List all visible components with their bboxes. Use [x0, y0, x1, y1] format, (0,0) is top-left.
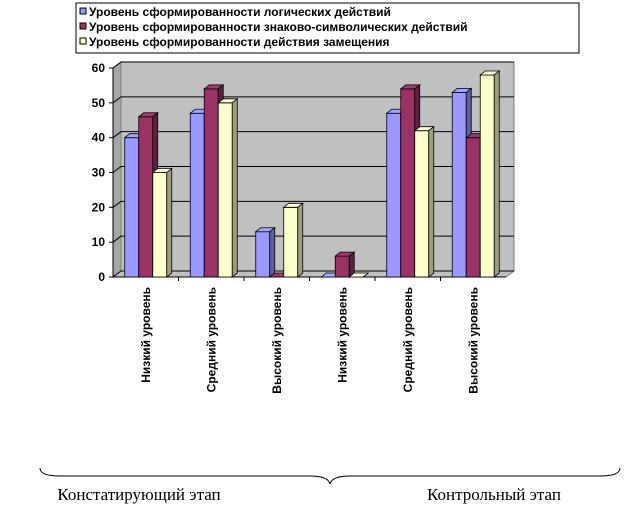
gridline [112, 131, 514, 139]
plot-area: 0 10 20 30 40 50 60 [92, 61, 516, 284]
category-label: Низкий уровень [139, 287, 153, 383]
group-label-1: Констатирующий этап [57, 485, 220, 504]
bar [334, 251, 356, 278]
bar-front [400, 88, 416, 278]
bar-front [479, 74, 495, 278]
category-label: Средний уровень [204, 287, 218, 392]
legend-swatch-2 [79, 22, 87, 30]
bar-front [138, 116, 154, 278]
bar-front [386, 112, 402, 278]
y-tick-label: 10 [92, 235, 106, 249]
gridline [112, 166, 514, 173]
y-tick-label: 50 [92, 96, 106, 110]
bar-front [465, 137, 481, 278]
gridline [112, 61, 514, 69]
legend-box [75, 2, 580, 54]
legend-swatch-1 [79, 7, 87, 15]
y-tick-label: 20 [92, 200, 106, 214]
bar [348, 272, 370, 278]
bar-front [283, 206, 299, 278]
gridline [112, 200, 514, 208]
bar-side [363, 272, 369, 278]
y-tick-label: 30 [92, 166, 106, 180]
category-labels: Низкий уровень Средний уровень Высокий уро… [139, 287, 481, 394]
bar-side [428, 125, 435, 278]
group-labels: Констатирующий этап Контрольный этап [39, 467, 621, 504]
bar [413, 125, 435, 278]
category-label: Высокий уровень [270, 287, 284, 394]
bar-front [189, 112, 205, 278]
group-label-2: Контрольный этап [427, 485, 561, 504]
legend-label-3: Уровень сформированности действия замеще… [89, 35, 390, 49]
bar [479, 70, 501, 278]
bar-front [203, 88, 219, 278]
category-label: Высокий уровень [466, 287, 480, 394]
bar [151, 167, 173, 278]
legend: Уровень сформированности логических дейс… [75, 2, 580, 54]
legend-swatch-3 [79, 37, 87, 45]
bar-front [414, 130, 430, 278]
y-tick-label: 0 [98, 270, 105, 284]
bar-front [334, 255, 350, 278]
y-tick-label: 60 [92, 61, 106, 75]
bar-side [166, 167, 173, 278]
gridline [112, 270, 514, 278]
bar-front [217, 102, 233, 278]
gridline [112, 96, 514, 104]
category-label: Низкий уровень [335, 287, 349, 383]
bar-front [255, 231, 271, 278]
gridline [112, 235, 514, 243]
bar [282, 202, 304, 278]
bar-side [493, 70, 500, 278]
bar-side [269, 226, 276, 278]
bar-front [124, 137, 140, 278]
category-label: Средний уровень [401, 287, 415, 392]
bar-side [231, 98, 238, 278]
group-brace [39, 467, 621, 485]
bar-front [451, 91, 467, 278]
bar [254, 226, 276, 278]
bar [217, 98, 239, 278]
y-tick-label: 40 [92, 131, 106, 145]
bar-front [152, 172, 168, 278]
legend-label-1: Уровень сформированности логических дейс… [89, 5, 391, 19]
legend-label-2: Уровень сформированности знаково-символи… [89, 20, 467, 34]
bar-side [297, 202, 304, 278]
